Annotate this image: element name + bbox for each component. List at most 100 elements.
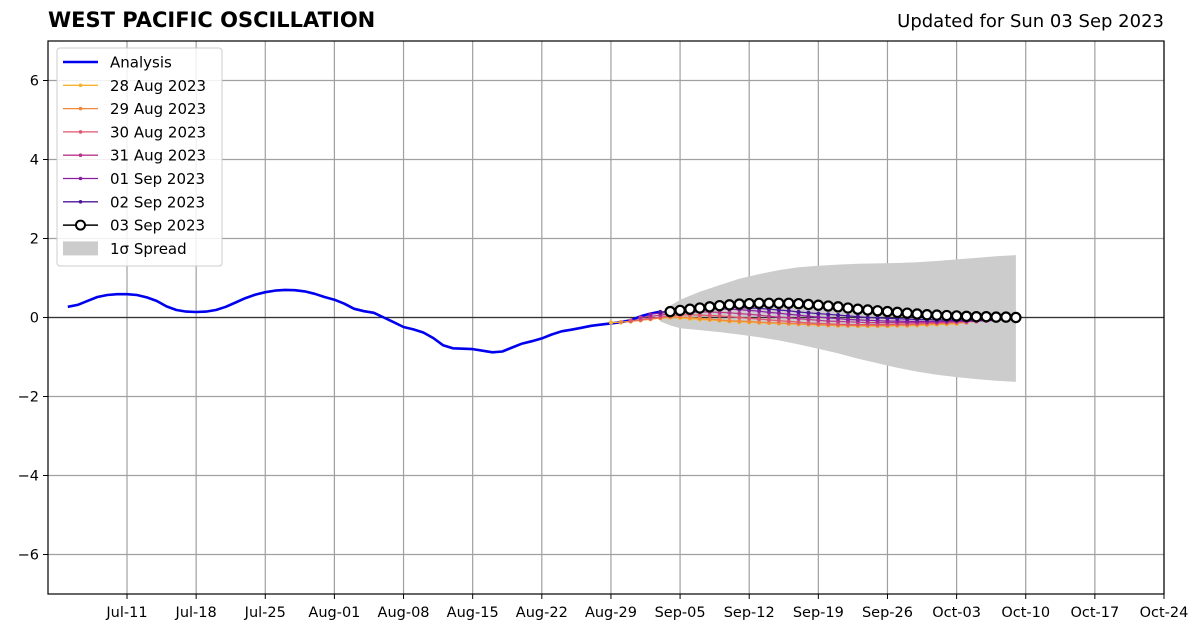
legend-item: 31 Aug 2023: [63, 147, 206, 165]
forecast-point: [792, 297, 805, 310]
forecast-series-2023-09-04: [664, 297, 1022, 324]
x-tick-label: Oct-24: [1140, 605, 1189, 621]
forecast-point: [747, 312, 752, 317]
x-tick-label: Aug-22: [516, 605, 568, 621]
forecast-point: [862, 304, 874, 316]
chart-title: WEST PACIFIC OSCILLATION: [48, 8, 376, 32]
forecast-point: [766, 314, 772, 319]
forecast-point: [855, 314, 860, 319]
x-tick-label: Aug-15: [447, 605, 499, 621]
forecast-point: [842, 302, 854, 314]
forecast-point: [796, 316, 801, 321]
forecast-point: [664, 305, 676, 318]
forecast-point: [723, 299, 736, 311]
forecast-point: [628, 318, 633, 323]
forecast-point: [812, 299, 825, 311]
forecast-point: [694, 302, 706, 314]
analysis-line: [67, 288, 661, 354]
forecast-point: [737, 311, 742, 316]
x-tick-label: Jul-25: [244, 605, 286, 621]
forecast-point: [852, 303, 864, 315]
forecast-point: [826, 315, 831, 320]
forecast-point: [776, 318, 781, 323]
legend-label: Analysis: [110, 54, 172, 72]
legend-label: 29 Aug 2023: [110, 100, 206, 118]
forecast-point: [786, 312, 791, 317]
forecast-point: [816, 315, 821, 320]
forecast-point: [766, 317, 772, 322]
forecast-point: [638, 315, 643, 320]
x-tick-label: Oct-03: [932, 605, 981, 621]
legend-label: 1σ Spread: [110, 240, 187, 258]
forecast-point: [727, 314, 732, 319]
forecast-point: [756, 316, 762, 322]
forecast-point: [717, 317, 722, 322]
legend-label: 02 Sep 2023: [110, 193, 205, 211]
forecast-point: [783, 297, 795, 309]
forecast-point: [931, 309, 943, 321]
legend-marker: [78, 153, 83, 157]
forecast-point: [806, 314, 811, 319]
legend-label: 03 Sep 2023: [110, 217, 205, 235]
x-tick-label: Oct-10: [1001, 605, 1050, 621]
x-tick-label: Sep-12: [724, 605, 775, 621]
forecast-point: [713, 299, 726, 312]
forecast-point: [776, 315, 781, 320]
x-tick-label: Aug-01: [308, 605, 360, 621]
legend-marker: [75, 219, 86, 231]
x-tick-label: Oct-17: [1070, 605, 1119, 621]
forecast-point: [826, 312, 831, 317]
legend: Analysis 28 Aug 2023 29 Aug 2023 30 Aug 202…: [56, 47, 223, 267]
forecast-point: [871, 305, 884, 317]
forecast-point: [703, 301, 716, 313]
x-tick-label: Sep-26: [862, 605, 913, 621]
forecast-point: [773, 297, 785, 309]
legend-box: [56, 47, 223, 267]
forecast-point: [674, 304, 686, 317]
legend-marker: [78, 200, 83, 204]
forecast-point: [806, 320, 811, 326]
forecast-point: [786, 319, 791, 324]
y-tick-label: −2: [18, 390, 39, 406]
legend-label: 30 Aug 2023: [110, 123, 206, 141]
forecast-point: [796, 320, 801, 325]
forecast-point: [756, 313, 762, 318]
forecast-point: [822, 300, 834, 312]
forecast-point: [950, 310, 963, 322]
legend-marker: [78, 130, 83, 134]
y-tick-label: 0: [30, 311, 39, 327]
legend-item: Analysis: [63, 54, 172, 72]
y-tick-label: −6: [18, 548, 39, 564]
x-tick-label: Jul-11: [105, 605, 147, 621]
forecast-point: [865, 315, 870, 320]
x-tick-label: Jul-18: [175, 605, 217, 621]
forecast-point: [875, 315, 880, 320]
legend-item: 03 Sep 2023: [63, 217, 205, 235]
forecast-point: [717, 313, 722, 319]
legend-item: 29 Aug 2023: [63, 100, 206, 118]
legend-item: 02 Sep 2023: [63, 193, 205, 211]
legend-marker: [78, 106, 83, 111]
legend-marker: [78, 176, 83, 181]
y-tick-label: 2: [30, 232, 39, 248]
chart-updated-date: Updated for Sun 03 Sep 2023: [897, 11, 1164, 32]
legend-item: 30 Aug 2023: [63, 123, 206, 141]
forecast-point: [941, 309, 953, 322]
forecast-point: [980, 311, 992, 323]
forecast-point: [707, 316, 712, 322]
forecast-point: [816, 311, 821, 316]
forecast-point: [1010, 311, 1022, 324]
forecast-point: [960, 310, 973, 323]
forecast-point: [618, 320, 623, 325]
forecast-point: [786, 315, 791, 320]
forecast-point: [763, 297, 775, 309]
axis-layer: Jul-11 Jul-18 Jul-25 Aug-01 Aug-08 Aug-15 Aug-…: [18, 40, 1189, 621]
forecast-point: [881, 305, 894, 318]
forecast-point: [707, 313, 712, 318]
forecast-point: [845, 313, 851, 319]
forecast-point: [970, 311, 983, 323]
y-tick-label: 4: [30, 153, 39, 169]
forecast-point: [753, 297, 765, 309]
y-tick-label: −4: [18, 469, 39, 485]
